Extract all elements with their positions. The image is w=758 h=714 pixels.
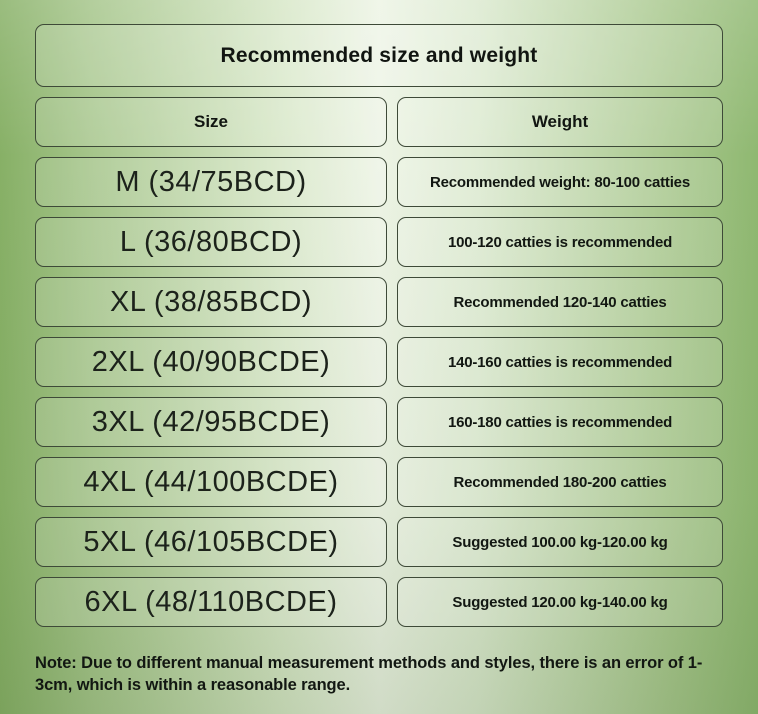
measurement-note: Note: Due to different manual measuremen… bbox=[35, 654, 703, 694]
weight-value: 140-160 catties is recommended bbox=[447, 353, 673, 371]
size-value: M (34/75BCD) bbox=[115, 165, 307, 198]
weight-cell: Recommended weight: 80-100 catties bbox=[397, 157, 723, 207]
size-value: 6XL (48/110BCDE) bbox=[84, 585, 338, 618]
size-cell: XL (38/85BCD) bbox=[35, 277, 387, 327]
header-cell-size: Size bbox=[35, 97, 387, 147]
size-cell: M (34/75BCD) bbox=[35, 157, 387, 207]
weight-cell: 140-160 catties is recommended bbox=[397, 337, 723, 387]
weight-cell: 160-180 catties is recommended bbox=[397, 397, 723, 447]
size-cell: 4XL (44/100BCDE) bbox=[35, 457, 387, 507]
weight-column-header: Weight bbox=[531, 112, 589, 131]
weight-value: Recommended 120-140 catties bbox=[453, 293, 667, 311]
weight-value: Recommended weight: 80-100 catties bbox=[430, 173, 690, 191]
weight-value: 160-180 catties is recommended bbox=[447, 413, 673, 431]
table-header-row: Size Weight bbox=[35, 97, 723, 147]
table-row: 2XL (40/90BCDE) 140-160 catties is recom… bbox=[35, 337, 723, 387]
weight-value: 100-120 catties is recommended bbox=[447, 233, 673, 251]
weight-cell: Recommended 180-200 catties bbox=[397, 457, 723, 507]
table-row: XL (38/85BCD) Recommended 120-140 cattie… bbox=[35, 277, 723, 327]
table-row: M (34/75BCD) Recommended weight: 80-100 … bbox=[35, 157, 723, 207]
size-value: XL (38/85BCD) bbox=[109, 285, 313, 318]
header-cell-weight: Weight bbox=[397, 97, 723, 147]
chart-title: Recommended size and weight bbox=[220, 43, 538, 67]
weight-cell: Suggested 100.00 kg-120.00 kg bbox=[397, 517, 723, 567]
weight-cell: Suggested 120.00 kg-140.00 kg bbox=[397, 577, 723, 627]
size-cell: 5XL (46/105BCDE) bbox=[35, 517, 387, 567]
size-cell: L (36/80BCD) bbox=[35, 217, 387, 267]
weight-cell: 100-120 catties is recommended bbox=[397, 217, 723, 267]
table-row: 6XL (48/110BCDE) Suggested 120.00 kg-140… bbox=[35, 577, 723, 627]
weight-value: Suggested 100.00 kg-120.00 kg bbox=[452, 533, 668, 551]
size-cell: 2XL (40/90BCDE) bbox=[35, 337, 387, 387]
size-value: 2XL (40/90BCDE) bbox=[91, 345, 331, 378]
size-column-header: Size bbox=[193, 112, 229, 131]
weight-cell: Recommended 120-140 catties bbox=[397, 277, 723, 327]
chart-title-box: Recommended size and weight bbox=[35, 24, 723, 87]
table-row: L (36/80BCD) 100-120 catties is recommen… bbox=[35, 217, 723, 267]
table-row: 5XL (46/105BCDE) Suggested 100.00 kg-120… bbox=[35, 517, 723, 567]
table-row: 4XL (44/100BCDE) Recommended 180-200 cat… bbox=[35, 457, 723, 507]
weight-value: Recommended 180-200 catties bbox=[453, 473, 667, 491]
size-cell: 6XL (48/110BCDE) bbox=[35, 577, 387, 627]
weight-value: Suggested 120.00 kg-140.00 kg bbox=[452, 593, 668, 611]
size-cell: 3XL (42/95BCDE) bbox=[35, 397, 387, 447]
table-row: 3XL (42/95BCDE) 160-180 catties is recom… bbox=[35, 397, 723, 447]
size-value: 3XL (42/95BCDE) bbox=[91, 405, 331, 438]
size-value: L (36/80BCD) bbox=[119, 225, 303, 258]
size-value: 5XL (46/105BCDE) bbox=[83, 525, 339, 558]
size-value: 4XL (44/100BCDE) bbox=[83, 465, 339, 498]
